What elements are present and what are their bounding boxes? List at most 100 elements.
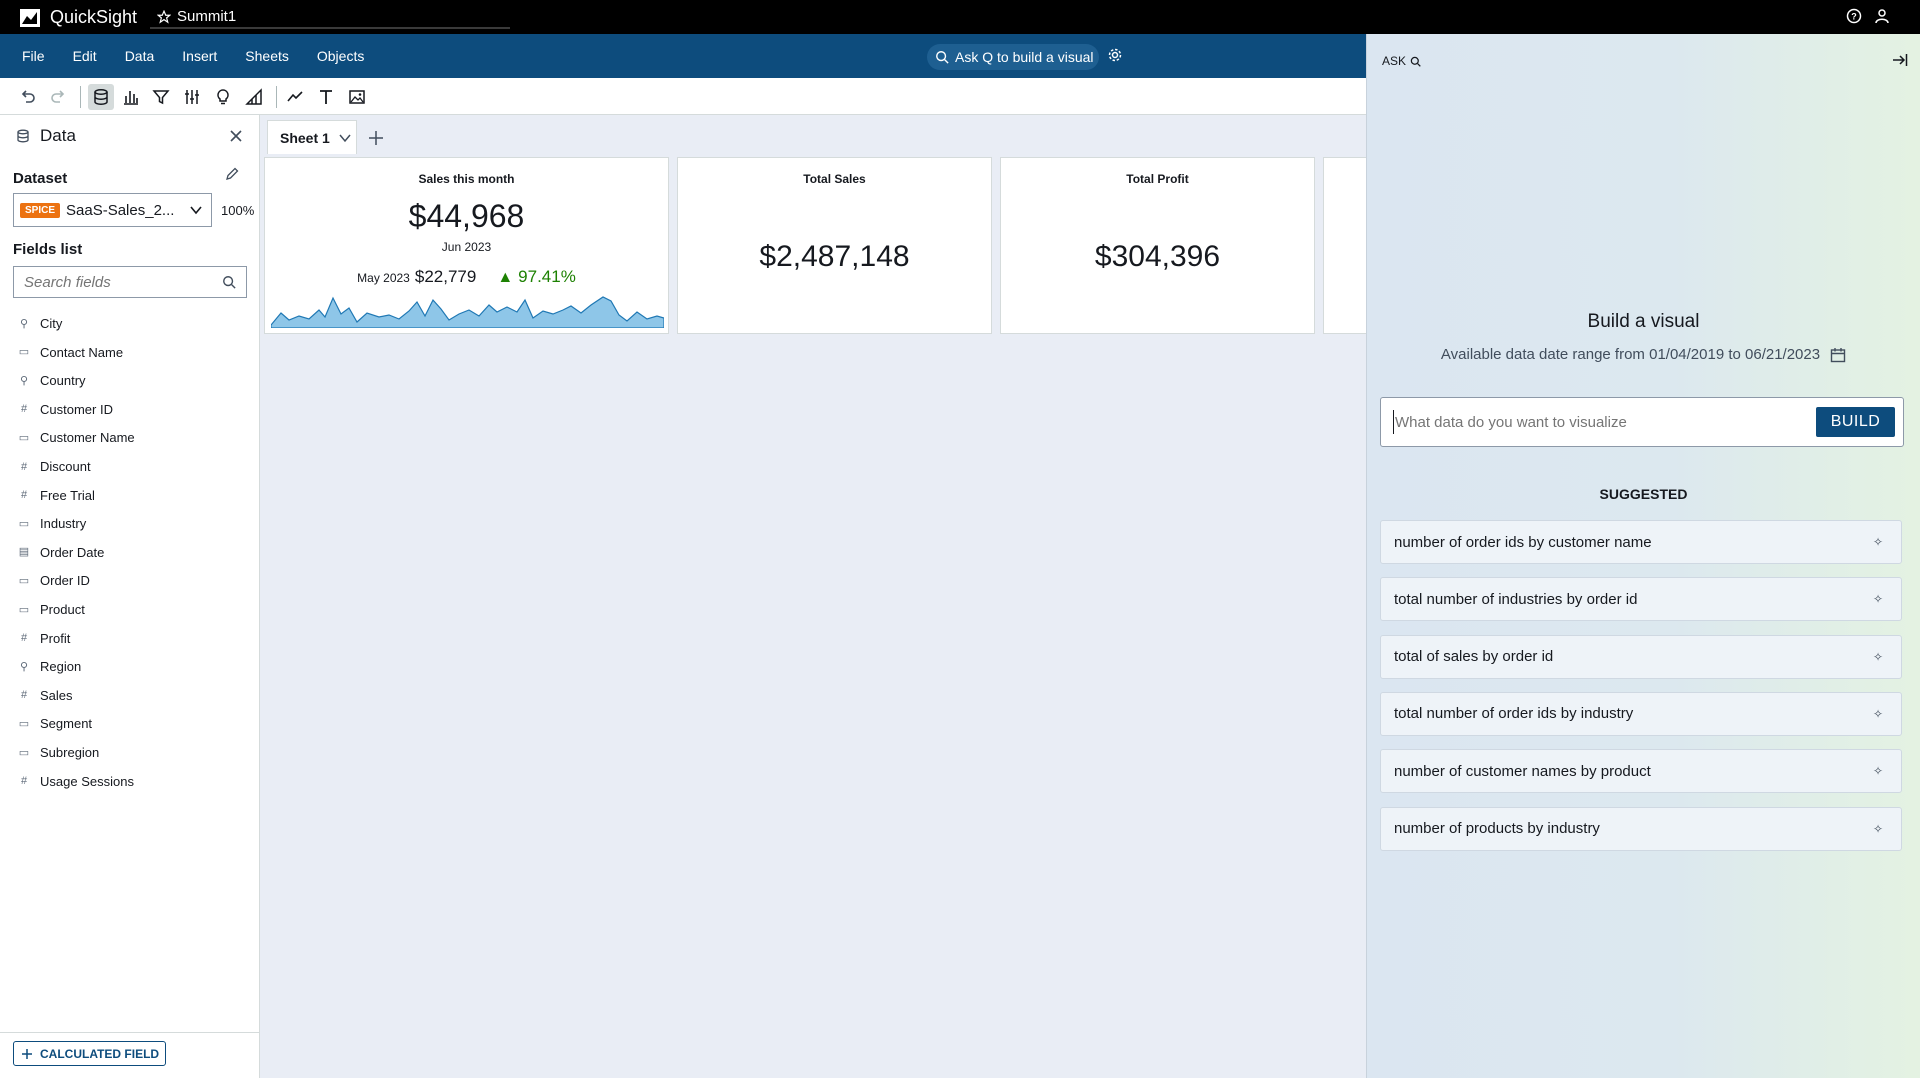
gear-icon[interactable] xyxy=(1107,47,1123,63)
menu-file[interactable]: File xyxy=(22,48,45,64)
field-item[interactable]: ▭ Customer Name xyxy=(18,430,135,445)
field-name: Profit xyxy=(40,630,71,646)
kpi-value: $304,396 xyxy=(1094,240,1221,273)
chevron-down-icon[interactable] xyxy=(338,131,352,145)
suggestion-item[interactable]: total number of order ids by industry ✧ xyxy=(1380,691,1902,736)
title-underline xyxy=(150,27,510,29)
ask-q-button[interactable]: Ask Q to build a visual xyxy=(927,44,1099,70)
suggestion-item[interactable]: total of sales by order id ✧ xyxy=(1380,634,1902,679)
kpi-card-total-profit[interactable]: Total Profit $304,396 xyxy=(1000,157,1315,334)
forecast-icon[interactable] xyxy=(245,88,263,106)
star-icon[interactable] xyxy=(157,9,171,24)
menu-data[interactable]: Data xyxy=(124,48,155,64)
suggestion-text: total number of order ids by industry xyxy=(1394,705,1634,723)
field-name: Contact Name xyxy=(40,344,124,360)
field-item[interactable]: # Discount xyxy=(18,459,91,474)
image-icon[interactable] xyxy=(348,88,366,106)
menu-objects[interactable]: Objects xyxy=(316,48,365,64)
help-icon[interactable]: ? xyxy=(1846,8,1862,24)
dataset-icon[interactable] xyxy=(88,84,114,110)
field-item[interactable]: # Customer ID xyxy=(18,402,113,417)
field-item[interactable]: # Usage Sessions xyxy=(18,774,134,789)
brand[interactable]: QuickSight xyxy=(20,7,137,28)
build-button[interactable]: BUILD xyxy=(1816,407,1895,437)
change-percent: 97.41% xyxy=(518,267,576,286)
document-title-area[interactable]: Summit1 xyxy=(157,8,236,25)
field-item[interactable]: # Free Trial xyxy=(18,488,95,503)
text-field-icon: ▭ xyxy=(18,517,30,530)
dataset-selector[interactable]: SPICE SaaS-Sales_2... xyxy=(13,193,212,227)
undo-icon[interactable] xyxy=(19,88,37,106)
suggestion-item[interactable]: total number of industries by order id ✧ xyxy=(1380,577,1902,622)
search-icon[interactable] xyxy=(222,275,236,289)
menu-sheets[interactable]: Sheets xyxy=(245,48,289,64)
sheet-tab-label: Sheet 1 xyxy=(280,129,330,146)
calendar-icon[interactable] xyxy=(1830,347,1846,363)
tab-sheet-1[interactable]: Sheet 1 xyxy=(267,120,357,154)
sparkle-icon: ✧ xyxy=(1872,649,1883,664)
add-calculated-field-button[interactable]: CALCULATED FIELD xyxy=(13,1041,166,1066)
field-item[interactable]: # Profit xyxy=(18,631,70,646)
card-title: Sales this month xyxy=(418,172,515,186)
dataset-name: SaaS-Sales_2... xyxy=(66,201,175,219)
text-field-icon: ▭ xyxy=(18,346,30,359)
parameters-icon[interactable] xyxy=(183,88,201,106)
field-item[interactable]: ⚲ Country xyxy=(18,373,86,388)
field-item[interactable]: ▭ Contact Name xyxy=(18,345,123,360)
data-panel: Data Dataset SPICE SaaS-Sales_2... 100% … xyxy=(0,115,260,1078)
kpi-period: Jun 2023 xyxy=(441,240,492,254)
kpi-card-sales-this-month[interactable]: Sales this month $44,968 Jun 2023 May 20… xyxy=(264,157,669,334)
sparkle-icon: ✧ xyxy=(1872,706,1883,721)
field-item[interactable]: ▭ Segment xyxy=(18,716,92,731)
document-title[interactable]: Summit1 xyxy=(177,8,237,25)
pencil-icon[interactable] xyxy=(225,167,239,181)
ask-panel-header: ASK xyxy=(1382,54,1421,68)
fields-list-label: Fields list xyxy=(13,241,83,258)
visualize-icon[interactable] xyxy=(122,88,140,106)
collapse-panel-icon[interactable] xyxy=(1892,52,1908,68)
user-icon[interactable] xyxy=(1874,8,1890,24)
spice-badge: SPICE xyxy=(20,202,61,218)
field-item[interactable]: ▭ Order ID xyxy=(18,573,90,588)
menu-insert[interactable]: Insert xyxy=(182,48,218,64)
close-icon[interactable] xyxy=(229,129,243,143)
field-name: Customer ID xyxy=(40,401,113,417)
field-item[interactable]: # Sales xyxy=(18,688,73,703)
field-name: Segment xyxy=(40,716,93,732)
filter-icon[interactable] xyxy=(152,88,170,106)
field-name: Usage Sessions xyxy=(40,773,134,789)
field-name: Sales xyxy=(40,687,73,703)
ask-query-input[interactable] xyxy=(1393,410,1793,434)
insights-icon[interactable] xyxy=(214,88,232,106)
ask-query-box: BUILD xyxy=(1380,397,1904,447)
suggestion-item[interactable]: number of customer names by product ✧ xyxy=(1380,749,1902,794)
ask-header-label: ASK xyxy=(1382,54,1407,68)
ask-q-panel: ASK Build a visual Available data date r… xyxy=(1366,34,1920,1078)
field-item[interactable]: ▭ Industry xyxy=(18,516,86,531)
field-item[interactable]: ▭ Subregion xyxy=(18,745,99,760)
field-item[interactable]: ▤ Order Date xyxy=(18,545,105,560)
suggestion-item[interactable]: number of products by industry ✧ xyxy=(1380,806,1902,851)
redo-icon[interactable] xyxy=(49,88,67,106)
number-field-icon: # xyxy=(20,632,28,645)
field-item[interactable]: ▭ Product xyxy=(18,602,85,617)
number-field-icon: # xyxy=(20,460,28,473)
field-item[interactable]: ⚲ City xyxy=(18,316,62,331)
data-panel-title: Data xyxy=(40,126,76,145)
line-icon[interactable] xyxy=(286,88,304,106)
suggestion-item[interactable]: number of order ids by customer name ✧ xyxy=(1380,520,1902,564)
field-item[interactable]: ⚲ Region xyxy=(18,659,81,674)
toolbar-divider xyxy=(80,86,81,108)
text-icon[interactable] xyxy=(317,88,335,106)
kpi-value: $2,487,148 xyxy=(759,240,910,273)
suggestion-text: total of sales by order id xyxy=(1394,648,1554,666)
kpi-card-partial[interactable] xyxy=(1323,157,1366,334)
search-fields-input[interactable] xyxy=(14,267,214,297)
number-field-icon: # xyxy=(20,775,28,788)
field-name: Product xyxy=(40,602,85,617)
quicksight-logo-icon xyxy=(20,8,40,27)
kpi-card-total-sales[interactable]: Total Sales $2,487,148 xyxy=(677,157,992,334)
field-name: Country xyxy=(40,373,86,389)
plus-icon[interactable] xyxy=(368,130,384,146)
menu-edit[interactable]: Edit xyxy=(72,48,97,64)
